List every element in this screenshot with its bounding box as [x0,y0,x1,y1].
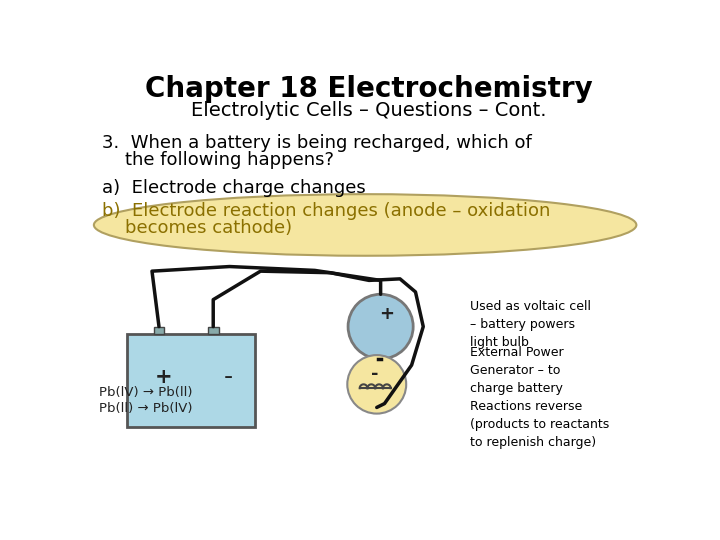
Text: +: + [155,367,172,387]
Text: a)  Electrode charge changes: a) Electrode charge changes [102,179,365,197]
FancyBboxPatch shape [208,327,219,334]
Text: Chapter 18 Electrochemistry: Chapter 18 Electrochemistry [145,76,593,104]
Ellipse shape [94,194,636,256]
Text: Reactions reverse
(products to reactants
to replenish charge): Reactions reverse (products to reactants… [469,400,609,449]
Text: +: + [379,305,395,323]
Text: the following happens?: the following happens? [102,151,333,169]
Text: b)  Electrode reaction changes (anode – oxidation: b) Electrode reaction changes (anode – o… [102,202,550,220]
Text: Pb(lV) → Pb(ll): Pb(lV) → Pb(ll) [99,386,193,399]
Text: 3.  When a battery is being recharged, which of: 3. When a battery is being recharged, wh… [102,134,531,152]
Text: Used as voltaic cell
– battery powers
light bulb: Used as voltaic cell – battery powers li… [469,300,590,349]
FancyBboxPatch shape [127,334,255,427]
Text: -: - [223,364,233,389]
Circle shape [348,294,413,359]
Text: -: - [372,364,379,382]
Text: Electrolytic Cells – Questions – Cont.: Electrolytic Cells – Questions – Cont. [192,102,546,120]
Text: Pb(ll) → Pb(lV): Pb(ll) → Pb(lV) [99,402,193,415]
Text: becomes cathode): becomes cathode) [102,219,292,237]
FancyBboxPatch shape [153,327,164,334]
Circle shape [347,355,406,414]
Text: External Power
Generator – to
charge battery: External Power Generator – to charge bat… [469,346,563,395]
